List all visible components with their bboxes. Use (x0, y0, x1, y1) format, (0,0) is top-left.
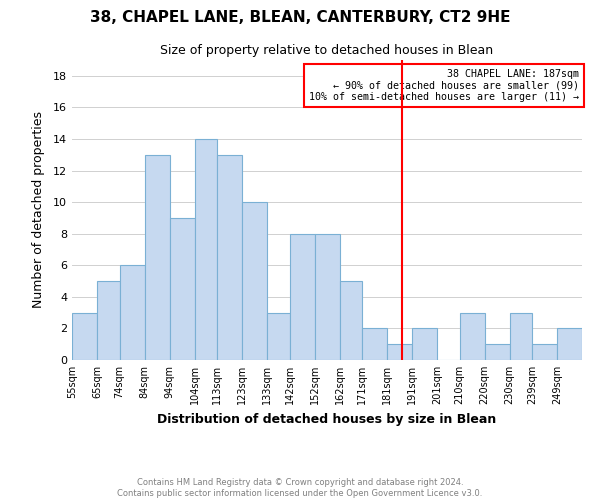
Bar (485, 344, 509, 360)
X-axis label: Distribution of detached houses by size in Blean: Distribution of detached houses by size … (157, 412, 497, 426)
Bar (267, 312, 290, 360)
Bar (460, 312, 485, 360)
Bar (72, 312, 97, 360)
Bar (170, 218, 194, 360)
Bar (314, 234, 340, 360)
Title: Size of property relative to detached houses in Blean: Size of property relative to detached ho… (160, 44, 494, 58)
Text: 38 CHAPEL LANE: 187sqm
← 90% of detached houses are smaller (99)
10% of semi-det: 38 CHAPEL LANE: 187sqm ← 90% of detached… (310, 69, 580, 102)
Bar (119, 266, 145, 360)
Text: Contains HM Land Registry data © Crown copyright and database right 2024.
Contai: Contains HM Land Registry data © Crown c… (118, 478, 482, 498)
Y-axis label: Number of detached properties: Number of detached properties (32, 112, 44, 308)
Bar (145, 154, 170, 360)
Bar (340, 281, 362, 360)
Bar (509, 312, 532, 360)
Bar (387, 344, 412, 360)
Bar (290, 234, 314, 360)
Bar (97, 281, 119, 360)
Bar (362, 328, 387, 360)
Bar (532, 344, 557, 360)
Bar (557, 328, 582, 360)
Bar (194, 139, 217, 360)
Bar (242, 202, 267, 360)
Bar (412, 328, 437, 360)
Bar (217, 154, 242, 360)
Text: 38, CHAPEL LANE, BLEAN, CANTERBURY, CT2 9HE: 38, CHAPEL LANE, BLEAN, CANTERBURY, CT2 … (90, 10, 510, 25)
